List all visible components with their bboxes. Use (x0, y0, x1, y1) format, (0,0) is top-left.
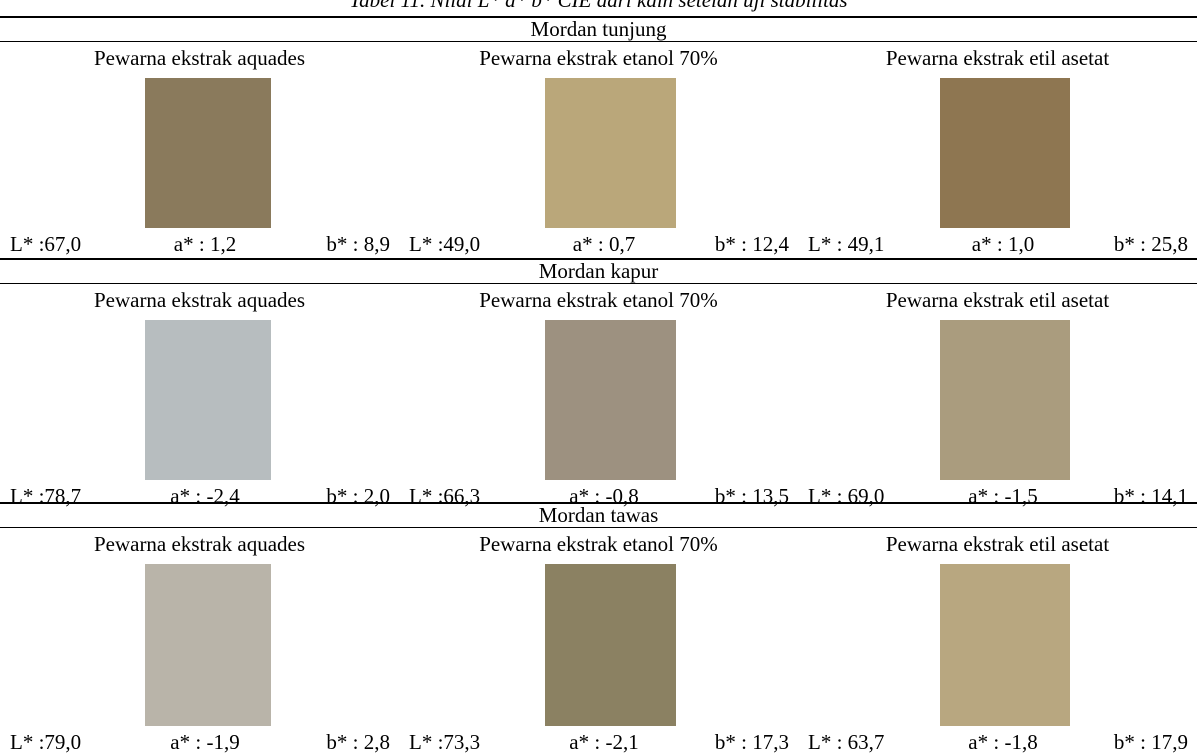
l-value: L* :67,0 (10, 232, 82, 256)
column-header: Pewarna ekstrak etil asetat (885, 46, 1110, 70)
rule (0, 283, 1197, 284)
l-value: L* :78,7 (10, 484, 82, 508)
column-header: Pewarna ekstrak etil asetat (885, 532, 1110, 556)
fabric-swatch (545, 320, 676, 480)
b-value: b* : 25,8 (1113, 232, 1188, 256)
b-value: b* : 2,8 (326, 730, 390, 754)
b-value: b* : 12,4 (714, 232, 789, 256)
column-header: Pewarna ekstrak etanol 70% (479, 288, 718, 312)
l-value: L* : 69,0 (808, 484, 885, 508)
a-value: a* : -1,8 (968, 730, 1038, 754)
a-value: a* : -2,4 (170, 484, 240, 508)
l-value: L* : 49,1 (808, 232, 885, 256)
l-value: L* : 63,7 (808, 730, 885, 754)
a-value: a* : -2,1 (569, 730, 639, 754)
rule (0, 502, 1197, 504)
column-header: Pewarna ekstrak etil asetat (885, 288, 1110, 312)
fabric-swatch (545, 564, 676, 726)
rule (0, 527, 1197, 528)
mordan-header: Mordan tunjung (530, 17, 667, 41)
rule (0, 258, 1197, 260)
a-value: a* : 0,7 (572, 232, 636, 256)
b-value: b* : 17,9 (1113, 730, 1188, 754)
a-value: a* : -1,9 (170, 730, 240, 754)
fabric-swatch (940, 78, 1070, 228)
l-value: L* :49,0 (409, 232, 481, 256)
a-value: a* : -0,8 (569, 484, 639, 508)
fabric-swatch (940, 320, 1070, 480)
a-value: a* : 1,2 (173, 232, 237, 256)
fabric-swatch (145, 78, 271, 228)
a-value: a* : -1,5 (968, 484, 1038, 508)
column-header: Pewarna ekstrak aquades (93, 532, 306, 556)
l-value: L* :79,0 (10, 730, 82, 754)
mordan-header: Mordan kapur (538, 259, 659, 283)
l-value: L* :73,3 (409, 730, 481, 754)
column-header: Pewarna ekstrak etanol 70% (479, 46, 718, 70)
column-header: Pewarna ekstrak aquades (93, 46, 306, 70)
l-value: L* :66,3 (409, 484, 481, 508)
column-header: Pewarna ekstrak aquades (93, 288, 306, 312)
fabric-swatch (545, 78, 676, 228)
rule (0, 41, 1197, 42)
b-value: b* : 17,3 (714, 730, 789, 754)
b-value: b* : 8,9 (326, 232, 390, 256)
b-value: b* : 13,5 (714, 484, 789, 508)
table-title: Tabel 11. Nilai L* a* b* CIE dari kain s… (349, 0, 848, 12)
a-value: a* : 1,0 (971, 232, 1035, 256)
fabric-swatch (940, 564, 1070, 726)
rule (0, 16, 1197, 18)
fabric-swatch (145, 564, 271, 726)
fabric-swatch (145, 320, 271, 480)
b-value: b* : 2,0 (326, 484, 390, 508)
column-header: Pewarna ekstrak etanol 70% (479, 532, 718, 556)
b-value: b* : 14,1 (1113, 484, 1188, 508)
mordan-header: Mordan tawas (538, 503, 659, 527)
